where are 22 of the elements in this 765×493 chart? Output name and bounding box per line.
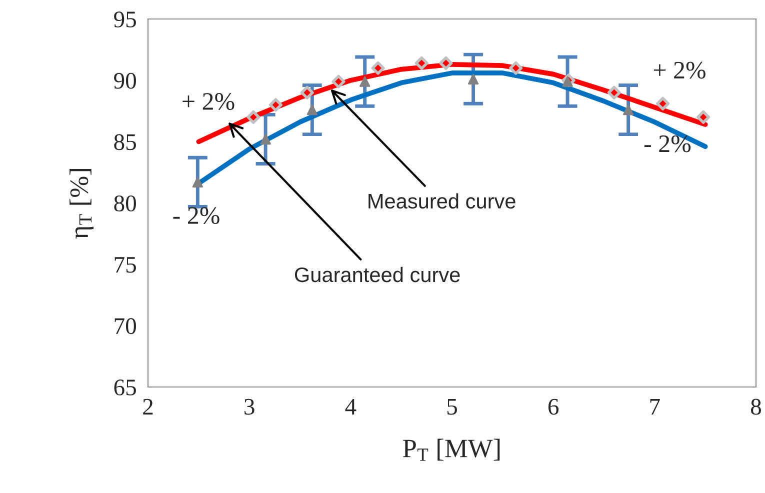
y-tick-label: 95 <box>114 12 136 28</box>
y-tick-label: 65 <box>114 380 136 396</box>
annotation: + 2% <box>182 93 234 110</box>
x-tick-label: 4 <box>345 398 356 414</box>
x-tick-label: 8 <box>750 398 762 415</box>
y-tick-label: 70 <box>114 318 136 334</box>
y-tick-label: 85 <box>114 134 136 150</box>
y-axis-title: η$_{T}$ [%] <box>70 169 94 239</box>
x-tick-label: 3 <box>244 398 254 415</box>
annotation: Guaranteed curve <box>294 266 460 282</box>
annotation: - 2% <box>173 207 220 224</box>
x-tick-label: 2 <box>143 398 153 414</box>
x-tick-label: 7 <box>650 399 660 414</box>
annotation: - 2% <box>644 135 691 152</box>
y-tick-label: 80 <box>114 195 136 212</box>
y-tick-label: 90 <box>114 72 136 89</box>
x-tick-label: 5 <box>447 399 457 415</box>
y-tick-label: 75 <box>114 257 136 273</box>
annotation: Measured curve <box>368 193 516 209</box>
x-tick-label: 6 <box>548 398 559 415</box>
annotation: + 2% <box>654 62 706 79</box>
x-axis-title: P$_{T}$ [MW] <box>403 438 500 461</box>
